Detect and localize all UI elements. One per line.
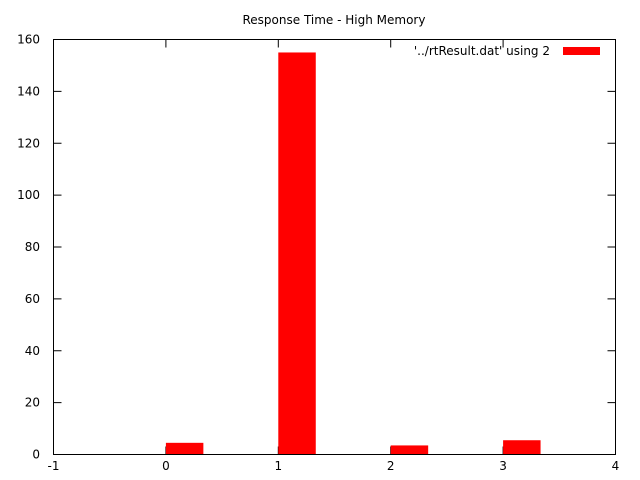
x-tick-label: 1 [274,459,282,473]
y-tick-label: 100 [17,188,40,202]
y-tick-label: 20 [25,396,40,410]
legend-swatch [563,47,600,55]
bars [165,52,541,455]
legend-label: '../rtResult.dat' using 2 [414,44,550,58]
chart-title: Response Time - High Memory [243,13,426,27]
y-tick-label: 160 [17,33,40,47]
y-tick-label: 40 [25,344,40,358]
x-tick-label: 3 [499,459,507,473]
y-tick-label: 140 [17,84,40,98]
legend: '../rtResult.dat' using 2 [414,44,600,58]
bar [278,52,316,455]
x-tick-label: 0 [162,459,170,473]
y-tick-label: 0 [32,448,40,462]
x-tick-label: 2 [387,459,395,473]
bar [165,442,204,455]
y-tick-label: 80 [25,240,40,254]
x-tick-label: -1 [48,459,60,473]
y-tick-label: 120 [17,136,40,150]
tick-labels: 0 20 40 60 80 100 120 140 160 -1 0 1 2 3 4 [17,33,619,474]
tick-marks [53,39,616,455]
bar [503,440,541,455]
bar [390,445,429,455]
x-tick-label: 4 [612,459,620,473]
y-tick-label: 60 [25,292,40,306]
plot-frame [53,39,616,455]
